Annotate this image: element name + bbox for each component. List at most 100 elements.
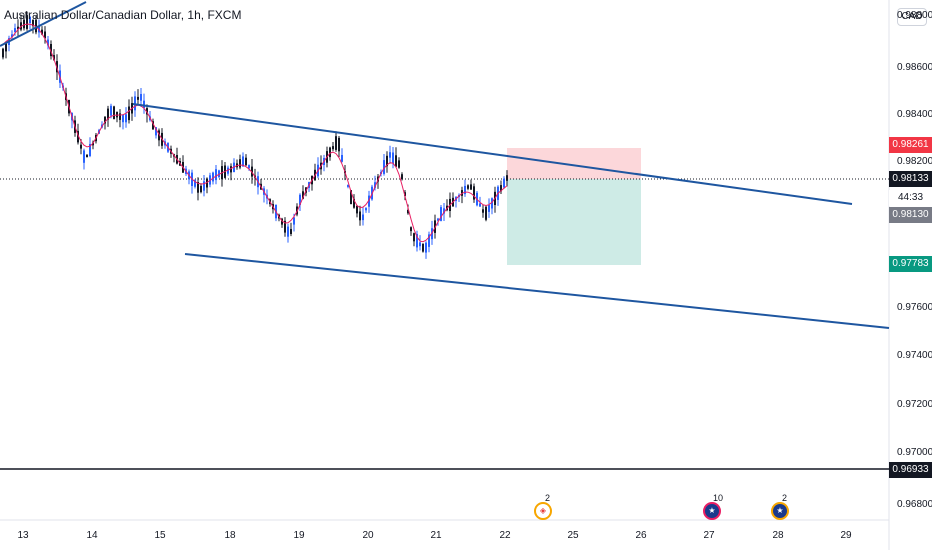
entry-price-label: 0.98130 (889, 207, 932, 223)
candle-body (470, 184, 472, 190)
candle-body (242, 156, 244, 167)
candle-body (47, 39, 49, 46)
candle-body (17, 26, 19, 30)
candle-body (383, 160, 385, 174)
candle-body (338, 137, 340, 152)
candle-body (248, 165, 250, 169)
candle-body (23, 19, 25, 29)
candle-body (32, 19, 34, 27)
candle-body (29, 17, 31, 23)
stop-loss-price-label: 0.98261 (889, 137, 932, 153)
channel-lower-line[interactable] (184, 253, 890, 329)
candle-body (86, 154, 88, 158)
candle-body (413, 233, 415, 242)
candle-body (395, 155, 397, 167)
candle-body (44, 31, 46, 39)
x-tick: 18 (224, 530, 236, 541)
candle-body (140, 94, 142, 101)
currency-badge[interactable]: CAD (897, 8, 927, 26)
candle-body (341, 155, 343, 162)
candle-body (92, 142, 94, 146)
candle-body (230, 166, 232, 173)
candle-body (299, 194, 301, 206)
candle-body (245, 157, 247, 166)
candle-body (500, 185, 502, 192)
candle-body (443, 208, 445, 214)
candle-body (428, 234, 430, 247)
candle-body (425, 242, 427, 253)
candle-body (332, 146, 334, 150)
candle-body (410, 227, 412, 232)
candle-body (125, 114, 127, 123)
candle-body (2, 48, 4, 58)
australia-flag-icon[interactable]: ★ (703, 502, 721, 520)
candle-body (362, 214, 364, 221)
candle-body (368, 195, 370, 207)
candle-body (386, 155, 388, 167)
candle-body (11, 34, 13, 38)
take-profit-price-label: 0.97783 (889, 256, 932, 272)
candle-body (356, 205, 358, 214)
candle-body (392, 152, 394, 164)
candle-body (401, 174, 403, 180)
candle-body (506, 175, 508, 181)
candle-body (200, 185, 202, 193)
candle-body (419, 242, 421, 247)
candle-body (77, 130, 79, 143)
y-tick: 0.97400 (897, 350, 932, 361)
candle-body (218, 170, 220, 177)
candle-body (41, 29, 43, 35)
candle-body (89, 144, 91, 156)
candle-body (26, 15, 28, 29)
candle-body (290, 229, 292, 234)
candle-body (485, 206, 487, 220)
y-tick: 0.97200 (897, 399, 932, 410)
candle-body (50, 44, 52, 57)
candle-body (113, 106, 115, 119)
candle-body (5, 43, 7, 52)
horizontal-line-price-label: 0.96933 (889, 462, 932, 478)
candle-body (146, 108, 148, 115)
candle-body (158, 130, 160, 141)
candle-body (53, 55, 55, 60)
candle-body (398, 160, 400, 168)
candle-body (35, 19, 37, 33)
trend-line-top-left[interactable] (0, 1, 87, 47)
candle-body (227, 167, 229, 174)
chart-title: Australian Dollar/Canadian Dollar, 1h, F… (4, 8, 242, 22)
channel-upper-line[interactable] (132, 103, 853, 205)
x-tick: 21 (430, 530, 442, 541)
australia-flag-icon[interactable]: ★ (771, 502, 789, 520)
candle-body (329, 147, 331, 158)
x-tick: 15 (154, 530, 166, 541)
y-tick: 0.98400 (897, 109, 932, 120)
candle-body (359, 211, 361, 221)
candle-body (389, 152, 391, 158)
candle-body (407, 210, 409, 214)
take-profit-zone[interactable] (507, 179, 641, 265)
candle-body (287, 226, 289, 237)
candle-body (467, 185, 469, 189)
event-count: 10 (713, 493, 724, 503)
candle-body (353, 198, 355, 208)
x-tick: 22 (499, 530, 511, 541)
candle-body (155, 127, 157, 136)
y-tick: 0.98200 (897, 156, 932, 167)
candle-body (143, 100, 145, 108)
candle-body (14, 28, 16, 32)
x-tick: 19 (293, 530, 305, 541)
x-tick: 28 (772, 530, 784, 541)
canada-flag-icon[interactable]: ◈ (534, 502, 552, 520)
stop-loss-zone[interactable] (507, 148, 641, 179)
event-count: 2 (782, 493, 788, 503)
candle-body (293, 217, 295, 225)
candle-body (110, 105, 112, 116)
candle-body (80, 144, 82, 149)
x-tick: 27 (703, 530, 715, 541)
candle-body (335, 136, 337, 150)
y-tick: 0.97000 (897, 447, 932, 458)
candle-body (197, 182, 199, 193)
candle-body (122, 115, 124, 123)
candle-body (215, 169, 217, 181)
